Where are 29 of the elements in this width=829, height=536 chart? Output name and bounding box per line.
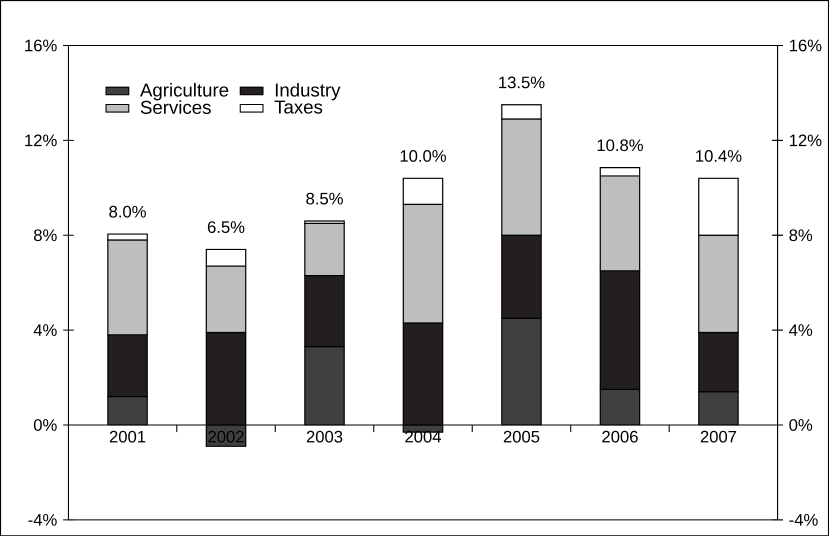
y2-tick-label: 4%: [789, 324, 812, 336]
x-tick-label: 2001: [110, 430, 146, 442]
x-tick-label: 2006: [602, 430, 638, 442]
legend-label: Services: [140, 100, 211, 114]
legend-label: Industry: [276, 82, 340, 100]
y-tick-label: 12%: [25, 134, 57, 146]
x-tick-label: 2002: [208, 430, 244, 442]
x-tick-label: 2005: [504, 430, 540, 442]
legend-label: Taxes: [274, 100, 322, 114]
total-label: 10.4%: [696, 150, 742, 162]
y2-tick-label: 8%: [789, 229, 812, 241]
y-tick-label: -4%: [28, 514, 57, 526]
y-tick-label: 16%: [25, 39, 57, 52]
total-label: 10.0%: [400, 150, 446, 162]
total-label: 8.5%: [306, 192, 343, 204]
legend-label: Agriculture: [140, 82, 228, 100]
total-label: 10.8%: [598, 139, 643, 151]
x-tick-label: 2003: [306, 430, 342, 442]
total-label: 13.5%: [499, 76, 544, 88]
total-label: 8.0%: [109, 206, 146, 218]
y-tick-label: 8%: [34, 229, 57, 241]
x-tick-label: 2007: [700, 430, 736, 442]
y2-tick-label: 12%: [790, 134, 822, 146]
y2-tick-label: -4%: [789, 514, 818, 526]
y-tick-label: 4%: [34, 324, 57, 336]
y-tick-label: 0%: [34, 418, 57, 431]
y2-tick-label: 16%: [790, 39, 822, 52]
total-label: 6.5%: [208, 221, 244, 233]
y2-tick-label: 0%: [789, 418, 812, 431]
